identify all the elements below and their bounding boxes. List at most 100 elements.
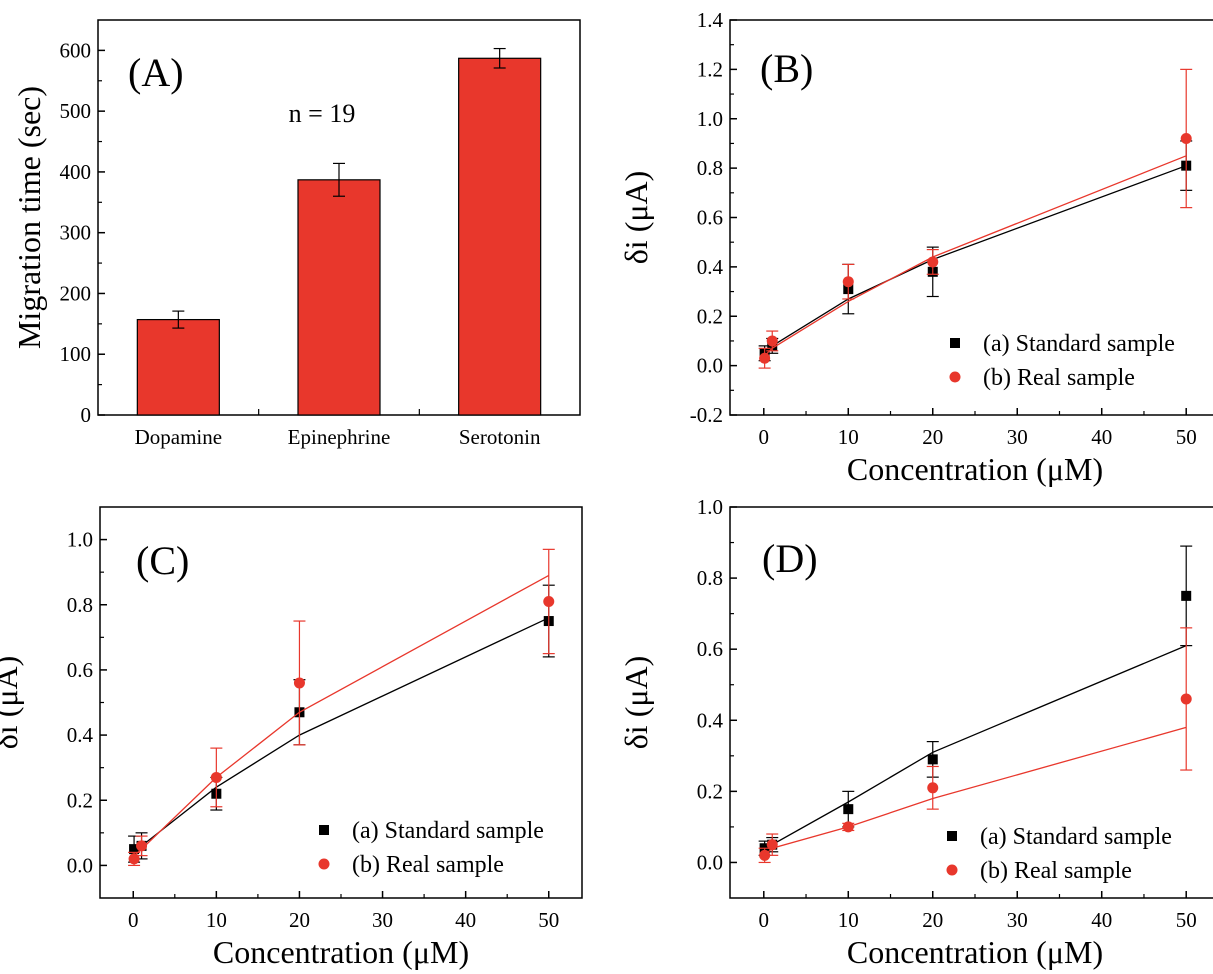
y-tick-label: 500 [60, 99, 92, 123]
y-tick-label: 0.4 [697, 708, 724, 732]
data-point-real [543, 595, 555, 607]
legend-marker-real [946, 864, 958, 876]
fit-line [764, 645, 1187, 853]
x-category-label: Epinephrine [288, 425, 391, 449]
panel-label: (C) [136, 538, 189, 583]
y-tick-label: 100 [60, 342, 92, 366]
legend-marker-real [318, 858, 330, 870]
y-tick-label: 200 [60, 281, 92, 305]
legend-label: (b) Real sample [983, 365, 1135, 391]
panel-label: (B) [760, 46, 813, 91]
x-tick-label: 0 [759, 908, 770, 932]
x-tick-label: 0 [128, 908, 139, 932]
x-tick-label: 10 [206, 908, 227, 932]
data-point-standard [129, 844, 140, 855]
x-category-label: Dopamine [135, 425, 222, 449]
x-tick-label: 20 [922, 425, 943, 449]
x-tick-label: 20 [289, 908, 310, 932]
data-point-real [759, 352, 771, 364]
x-tick-label: 50 [538, 908, 559, 932]
data-point-standard [1181, 590, 1192, 601]
x-tick-label: 30 [372, 908, 393, 932]
y-tick-label: 300 [60, 221, 92, 245]
x-tick-label: 40 [1091, 425, 1112, 449]
x-tick-label: 40 [455, 908, 476, 932]
legend-label: (a) Standard sample [352, 818, 544, 844]
y-tick-label: 1.2 [697, 57, 723, 81]
y-tick-label: 0.8 [697, 566, 723, 590]
y-tick-label: 1.0 [697, 107, 723, 131]
x-tick-label: 10 [838, 908, 859, 932]
x-tick-label: 30 [1007, 425, 1028, 449]
y-tick-label: 0.0 [697, 354, 723, 378]
data-point-real [766, 335, 778, 347]
y-tick-label: 0.6 [67, 658, 93, 682]
y-tick-label: 0.0 [67, 853, 93, 877]
y-tick-label: 0.4 [67, 723, 94, 747]
y-tick-label: 0.2 [697, 779, 723, 803]
legend-label: (b) Real sample [980, 858, 1132, 884]
data-point-real [1180, 133, 1192, 144]
y-tick-label: 0.4 [697, 255, 724, 279]
bar-dopamine [136, 318, 220, 416]
y-tick-label: 1.0 [697, 495, 723, 519]
data-point-standard [843, 804, 854, 815]
data-point-real [210, 771, 222, 783]
data-point-real [927, 256, 939, 268]
x-tick-label: 10 [838, 425, 859, 449]
data-point-real [842, 276, 854, 288]
y-tick-label: 0 [81, 403, 92, 427]
sample-size-annotation: n = 19 [289, 99, 356, 128]
legend-marker-real [949, 371, 961, 383]
bar-epinephrine [297, 179, 381, 416]
bar-serotonin [458, 57, 542, 416]
legend-marker-standard [950, 338, 960, 348]
y-tick-label: 0.6 [697, 206, 723, 230]
x-tick-label: 0 [759, 425, 770, 449]
data-point-real [759, 849, 771, 861]
x-category-label: Serotonin [459, 425, 541, 449]
panel-label: (A) [128, 50, 184, 95]
data-point-real [1180, 693, 1192, 705]
fit-line [764, 165, 1187, 352]
data-point-standard [927, 754, 938, 765]
legend-marker-standard [947, 831, 957, 841]
data-point-real [842, 821, 854, 833]
y-tick-label: -0.2 [690, 403, 723, 427]
y-tick-label: 600 [60, 38, 92, 62]
y-tick-label: 1.0 [67, 528, 93, 552]
data-point-real [766, 839, 778, 851]
y-tick-label: 0.8 [697, 156, 723, 180]
y-tick-label: 0.2 [67, 788, 93, 812]
y-axis-label: δi (μA) [618, 656, 654, 750]
panel-label: (D) [762, 536, 818, 581]
x-axis-label: Concentration (μM) [847, 934, 1103, 970]
x-tick-label: 30 [1007, 908, 1028, 932]
data-point-real [136, 840, 148, 852]
panel-b-scatter-chart: -0.2 0.0 0.2 0.4 0.6 0.8 1.0 1.2 1.4 0 10 20 30 40 50 (… [618, 8, 1213, 487]
y-tick-label: 0.2 [697, 304, 723, 328]
legend-label: (a) Standard sample [983, 331, 1175, 357]
y-axis-label: δi (μA) [618, 171, 654, 265]
x-tick-label: 50 [1176, 425, 1197, 449]
y-tick-label: 400 [60, 160, 92, 184]
fit-line [764, 155, 1187, 357]
panel-a-bar-chart: 0 100 200 300 400 500 600 Dopamine Epinephrine Se… [11, 19, 581, 449]
y-tick-label: 0.8 [67, 593, 93, 617]
x-axis-label: Concentration (μM) [213, 934, 469, 970]
x-tick-label: 20 [922, 908, 943, 932]
x-tick-label: 50 [1176, 908, 1197, 932]
x-tick-label: 40 [1091, 908, 1112, 932]
x-axis-label: Concentration (μM) [847, 451, 1103, 487]
y-tick-label: 0.6 [697, 637, 723, 661]
y-tick-label: 0.0 [697, 850, 723, 874]
legend-label: (b) Real sample [352, 852, 504, 878]
legend-marker-standard [319, 825, 329, 835]
y-axis-label: Migration time (sec) [11, 86, 47, 349]
data-point-real [927, 782, 939, 794]
y-tick-label: 1.4 [697, 8, 724, 32]
panel-d-scatter-chart: 0.0 0.2 0.4 0.6 0.8 1.0 0 10 20 30 40 50 (a) Standar… [618, 495, 1213, 970]
y-axis-label: δi (μA) [0, 656, 24, 750]
legend-label: (a) Standard sample [980, 824, 1172, 850]
